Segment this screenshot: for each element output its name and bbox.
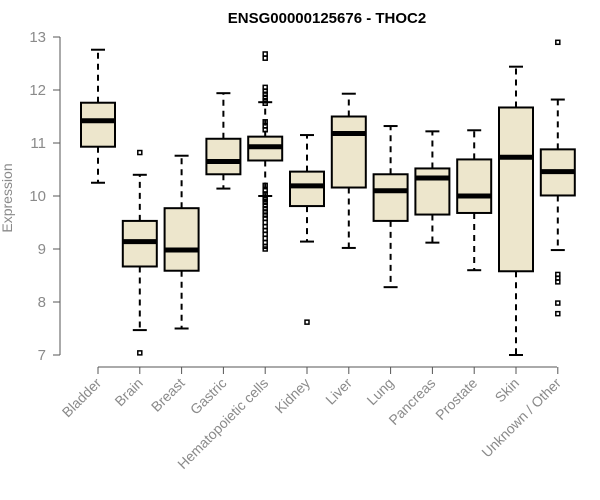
y-tick-label: 10 (29, 188, 46, 205)
outlier-point (555, 279, 561, 285)
x-tick-label: Liver (322, 375, 355, 408)
outlier-point (262, 219, 268, 226)
x-tick-label: Kidney (272, 375, 314, 417)
box-group (539, 39, 576, 317)
outlier-point (304, 319, 310, 325)
box-group (247, 51, 284, 252)
outlier-point (137, 149, 143, 156)
outlier-point (262, 215, 268, 222)
y-axis-label: Expression (0, 163, 15, 232)
box-series (80, 39, 576, 356)
x-tick-label: Brain (111, 375, 145, 409)
box-group (498, 65, 534, 356)
box-iqr (80, 101, 116, 148)
y-axis-ticks: 7 8 9 10 11 12 13 (29, 29, 60, 364)
box-iqr (289, 170, 325, 208)
chart-title: ENSG00000125676 - THOC2 (228, 10, 426, 27)
box-group (163, 154, 200, 330)
outlier-point (555, 300, 561, 306)
x-tick-label: Breast (148, 375, 188, 415)
outlier-point (262, 91, 268, 97)
outlier-point (137, 350, 143, 356)
outlier-point (262, 55, 268, 61)
box-iqr (163, 207, 200, 272)
x-tick-label: Skin (492, 375, 523, 406)
box-group (372, 125, 409, 289)
outlier-point (262, 127, 268, 133)
x-tick-label: Prostate (432, 375, 480, 423)
box-group (330, 92, 367, 249)
y-tick-label: 7 (38, 347, 46, 364)
x-tick-label: Unknown / Other (478, 375, 564, 461)
outlier-point (262, 205, 268, 212)
y-tick-label: 11 (30, 135, 46, 152)
y-tick-label: 13 (29, 29, 46, 46)
outlier-point (262, 209, 268, 215)
outlier-point (262, 231, 268, 237)
box-iqr (498, 106, 534, 273)
outlier-point (262, 88, 268, 94)
outlier-point (555, 310, 561, 317)
box-group (456, 129, 493, 272)
outlier-point (262, 51, 268, 57)
x-tick-label: Bladder (59, 375, 105, 421)
box-group (121, 149, 158, 356)
y-tick-label: 9 (38, 241, 46, 258)
outlier-point (262, 94, 268, 101)
outlier-point (262, 199, 268, 206)
outlier-point (262, 235, 268, 242)
outlier-point (262, 182, 268, 189)
box-group (80, 48, 116, 184)
box-group (289, 134, 325, 325)
outlier-point (555, 39, 561, 46)
box-iqr (205, 137, 242, 176)
outlier-point (262, 187, 268, 194)
box-iqr (330, 115, 367, 189)
box-iqr (372, 173, 409, 222)
outlier-point (262, 202, 268, 209)
box-iqr (456, 158, 493, 214)
box-iqr (414, 167, 451, 216)
outlier-point (262, 246, 268, 252)
outlier-point (262, 212, 268, 218)
y-tick-label: 12 (29, 82, 46, 99)
box-group (205, 92, 242, 190)
box-group (414, 130, 451, 244)
y-tick-label: 8 (38, 294, 46, 311)
x-tick-label: Lung (363, 375, 396, 408)
outlier-point (262, 100, 268, 106)
